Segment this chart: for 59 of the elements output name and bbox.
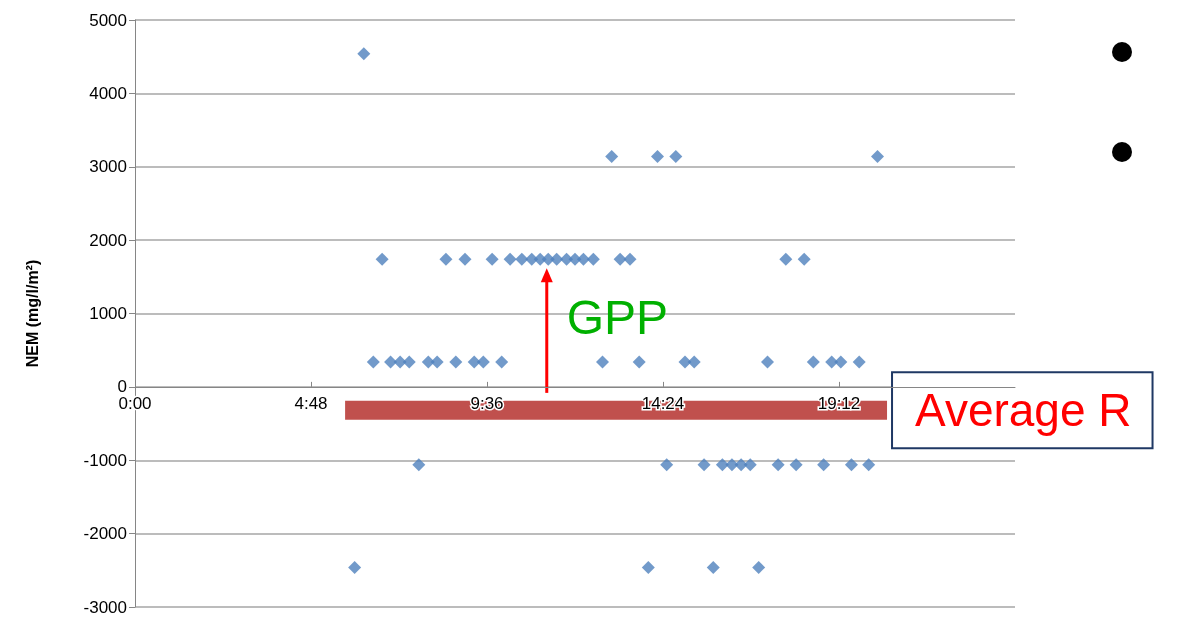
point (476, 355, 490, 369)
point (844, 458, 858, 472)
point (779, 252, 793, 266)
point (550, 252, 564, 266)
y-tick-label: 3000 (89, 157, 127, 177)
point (449, 355, 463, 369)
x-tick-label: 4:48 (294, 393, 328, 413)
point (715, 458, 729, 472)
point (485, 252, 499, 266)
point (375, 252, 389, 266)
y-tick-label: 2000 (89, 230, 127, 250)
point (384, 355, 398, 369)
point (586, 252, 600, 266)
point (660, 458, 674, 472)
point (623, 252, 637, 266)
point (641, 560, 655, 574)
point (789, 458, 803, 472)
y-axis-title: NEM (mg/l/m²) (23, 259, 41, 368)
point (862, 458, 876, 472)
point (871, 149, 884, 163)
point (706, 560, 720, 574)
point (697, 458, 711, 472)
point (596, 355, 609, 369)
point (651, 149, 664, 163)
point (852, 355, 866, 369)
point (503, 252, 517, 266)
y-tick-label: -1000 (83, 450, 127, 470)
y-tick-label: -3000 (83, 597, 127, 617)
point (430, 355, 444, 369)
y-tick-label: 4000 (89, 83, 127, 103)
point (734, 458, 748, 472)
point (743, 458, 757, 472)
point (834, 355, 848, 369)
point (605, 149, 619, 163)
point (357, 47, 371, 61)
point (515, 252, 529, 266)
y-tick-label: 5000 (89, 10, 127, 30)
point (817, 458, 831, 472)
point (687, 355, 701, 369)
point (412, 458, 426, 472)
point (439, 252, 453, 266)
point (669, 149, 683, 163)
point (348, 560, 362, 574)
point (752, 560, 766, 574)
point (771, 458, 785, 472)
annotation: GPP (566, 290, 669, 344)
point (632, 355, 646, 369)
y-tick-label: -2000 (83, 524, 127, 544)
point (458, 252, 472, 266)
point (761, 355, 774, 369)
point (495, 355, 509, 369)
point (613, 252, 627, 266)
series-label: Average R (915, 384, 1132, 437)
point (806, 355, 820, 369)
y-tick-label: 1000 (89, 304, 127, 323)
point (366, 355, 380, 369)
point (402, 355, 416, 369)
point (576, 252, 590, 266)
point (797, 252, 811, 266)
